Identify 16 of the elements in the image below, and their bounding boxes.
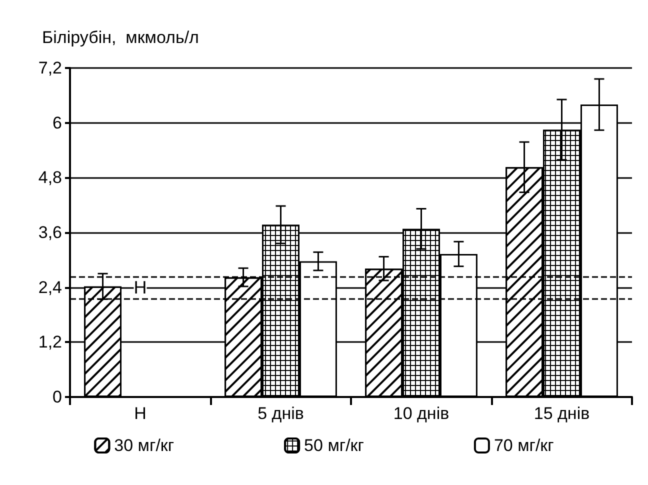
y-axis-title: Білірубін, мкмоль/л: [42, 28, 199, 47]
legend-label: 30 мг/кг: [114, 436, 174, 455]
y-tick-label: 2,4: [38, 278, 62, 297]
y-tick-label: 6: [52, 113, 62, 132]
legend-label: 70 мг/кг: [494, 436, 554, 455]
y-tick-label: 0: [52, 388, 62, 406]
x-tick-label: 10 днів: [393, 404, 450, 423]
legend-label: 50 мг/кг: [304, 436, 364, 455]
annotation: Н: [134, 277, 147, 298]
y-tick-label: 3,6: [38, 223, 62, 242]
y-tick-label: 4,8: [38, 168, 62, 188]
x-tick-label: 5 днів: [258, 404, 304, 423]
x-tick-label: 15 днів: [534, 404, 590, 423]
y-tick-label: 1,2: [38, 332, 62, 352]
y-tick-label: 7,2: [38, 58, 62, 78]
x-tick-label: Н: [134, 404, 146, 423]
